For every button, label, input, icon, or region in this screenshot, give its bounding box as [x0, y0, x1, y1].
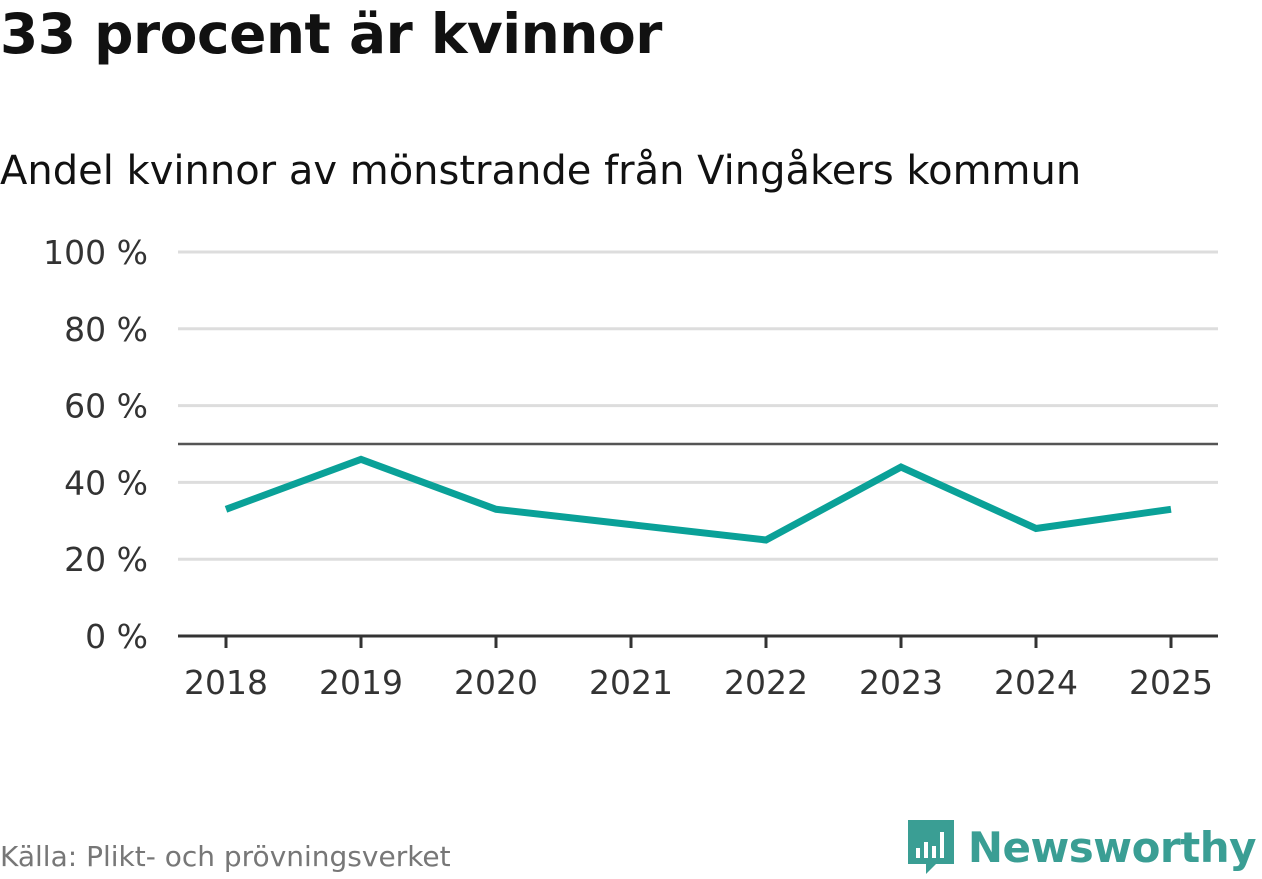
x-tick-label: 2024 [994, 663, 1078, 702]
source-note: Källa: Plikt- och prövningsverket [0, 840, 451, 873]
gridlines [178, 250, 1218, 638]
y-tick-label: 20 % [64, 540, 148, 579]
x-tick-label: 2019 [319, 663, 403, 702]
y-tick-label: 80 % [64, 310, 148, 349]
y-axis-labels: 0 % 20 % 40 % 60 % 80 % 100 % [43, 233, 148, 656]
x-tick-label: 2018 [184, 663, 268, 702]
y-tick-label: 100 % [43, 233, 148, 272]
brand-logo: Newsworthy [906, 818, 1257, 876]
chart-subtitle: Andel kvinnor av mönstrande från Vingåke… [0, 148, 1082, 194]
y-tick-label: 40 % [64, 463, 148, 502]
y-tick-label: 60 % [64, 387, 148, 426]
chart-title: 33 procent är kvinnor [0, 2, 662, 66]
x-tick-label: 2020 [454, 663, 538, 702]
x-tick-label: 2022 [724, 663, 808, 702]
x-tick-label: 2025 [1129, 663, 1213, 702]
series-line [224, 455, 1172, 544]
brand-name: Newsworthy [967, 822, 1257, 872]
x-tick-label: 2021 [589, 663, 673, 702]
newsworthy-logo-icon [907, 820, 954, 874]
x-axis-ticks [224, 636, 1173, 648]
x-tick-label: 2023 [859, 663, 943, 702]
x-axis-labels: 2018 2019 2020 2021 2022 2023 2024 2025 [184, 663, 1213, 702]
y-tick-label: 0 % [85, 617, 148, 656]
line-chart: 0 % 20 % 40 % 60 % 80 % 100 % 2018 2019 2020 202… [43, 233, 1218, 702]
series-group [224, 455, 1172, 544]
